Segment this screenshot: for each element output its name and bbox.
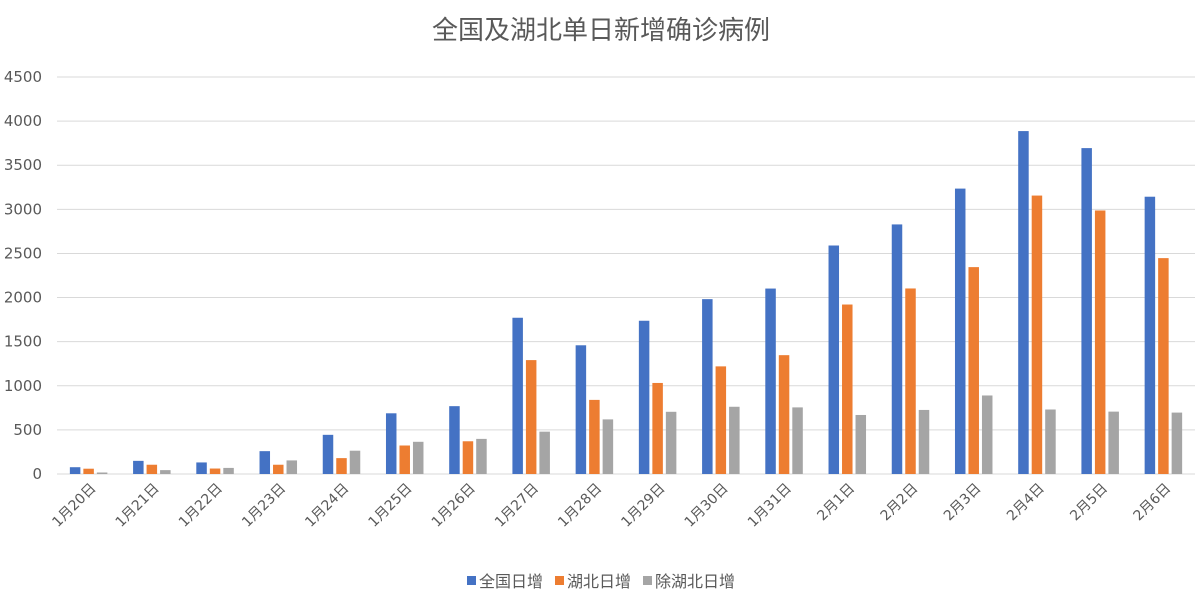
x-tick-label: 1月21日	[113, 481, 163, 531]
x-tick-label: 2月4日	[1004, 481, 1048, 525]
bar	[638, 320, 650, 474]
legend-swatch	[643, 575, 652, 585]
bar	[1108, 411, 1119, 474]
bar	[765, 288, 776, 474]
bar	[729, 406, 740, 474]
bar	[589, 399, 600, 474]
legend-swatch	[466, 575, 476, 585]
legend-item: 全国日增	[466, 568, 543, 592]
bar	[196, 462, 207, 474]
legend-item: 除湖北日增	[643, 568, 735, 592]
legend-label: 除湖北日增	[655, 572, 736, 591]
bar	[981, 395, 993, 474]
bar	[385, 413, 397, 474]
bar	[209, 468, 221, 474]
bar	[69, 467, 81, 474]
bar	[336, 458, 347, 474]
x-tick-label: 1月22日	[176, 481, 226, 531]
legend-label: 湖北日增	[566, 572, 631, 591]
bar	[349, 450, 361, 474]
x-tick-label: 1月28日	[555, 481, 605, 531]
bar	[223, 467, 234, 474]
bar	[828, 245, 840, 474]
bar	[1144, 196, 1156, 474]
bar	[412, 441, 424, 474]
bar	[652, 382, 663, 474]
x-tick-label: 1月24日	[302, 481, 352, 531]
bar	[146, 464, 158, 474]
bar	[1094, 210, 1106, 474]
x-tick-label: 2月6日	[1130, 481, 1174, 525]
x-tick-label: 2月3日	[941, 481, 985, 525]
x-tick-label: 1月26日	[429, 481, 479, 531]
y-tick-label: 2500	[4, 244, 42, 262]
bar	[602, 419, 614, 474]
bar	[905, 288, 916, 474]
bar	[715, 366, 727, 474]
legend-swatch	[554, 575, 564, 585]
y-tick-label: 500	[13, 421, 42, 439]
legend-item: 湖北日增	[554, 568, 631, 592]
y-tick-label: 3500	[4, 156, 42, 174]
y-tick-label: 4500	[4, 68, 42, 86]
bar	[462, 441, 474, 474]
x-tick-label: 1月27日	[492, 481, 542, 531]
bar	[1158, 258, 1169, 474]
chart-title: 全国及湖北单日新增确诊病例	[431, 16, 770, 46]
bar	[322, 434, 334, 474]
legend-label: 全国日增	[478, 572, 543, 591]
bar	[792, 407, 803, 474]
y-tick-label: 3000	[4, 200, 42, 218]
x-tick-label: 1月29日	[618, 481, 668, 531]
bar	[96, 472, 108, 474]
bar	[525, 360, 537, 474]
y-tick-label: 4000	[4, 112, 42, 130]
bar	[1031, 195, 1043, 474]
bar	[954, 188, 966, 474]
x-tick-label: 2月1日	[814, 481, 858, 525]
bar	[512, 317, 523, 474]
bar	[1018, 131, 1029, 475]
bar	[968, 267, 979, 474]
y-tick-label: 0	[32, 465, 42, 483]
bar	[133, 460, 144, 474]
legend: 全国日增 湖北日增 除湖北日增	[0, 568, 1202, 592]
x-tick-label: 1月20日	[49, 481, 99, 531]
x-tick-label: 2月2日	[878, 481, 922, 525]
bar	[778, 355, 790, 474]
bar	[476, 438, 487, 474]
bar	[259, 451, 271, 474]
bar	[1171, 412, 1183, 474]
y-tick-label: 1500	[4, 333, 42, 351]
bar	[286, 460, 298, 474]
bar	[918, 409, 930, 474]
x-tick-label: 1月31日	[745, 481, 795, 531]
y-tick-label: 1000	[4, 377, 42, 395]
bar	[273, 464, 284, 474]
bar	[449, 406, 460, 474]
bar	[539, 431, 550, 474]
bar	[160, 470, 171, 474]
y-tick-label: 2000	[4, 289, 42, 307]
bar	[842, 304, 853, 474]
bar	[1081, 148, 1092, 474]
x-tick-label: 2月5日	[1067, 481, 1111, 525]
x-tick-label: 1月23日	[239, 481, 289, 531]
x-tick-label: 1月30日	[682, 481, 732, 531]
bar	[83, 468, 94, 474]
bar	[891, 224, 903, 474]
bar	[702, 299, 713, 474]
x-tick-label: 1月25日	[366, 481, 416, 531]
bar	[1045, 409, 1056, 474]
bar	[855, 414, 867, 474]
bar	[399, 445, 410, 474]
bar	[665, 411, 677, 474]
bar	[575, 345, 587, 474]
